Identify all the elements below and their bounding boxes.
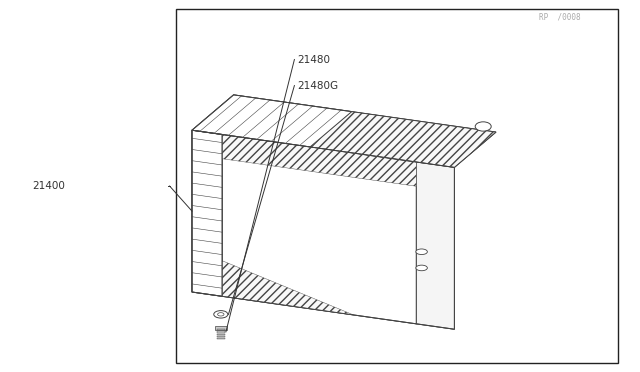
Bar — [217, 334, 225, 335]
Ellipse shape — [416, 265, 428, 271]
Text: RP  /0008: RP /0008 — [539, 12, 581, 21]
Ellipse shape — [214, 311, 228, 318]
Polygon shape — [222, 134, 417, 186]
Text: 21480: 21480 — [298, 55, 331, 64]
Polygon shape — [192, 95, 352, 147]
Ellipse shape — [475, 122, 492, 131]
Bar — [217, 336, 225, 337]
Polygon shape — [222, 134, 417, 324]
Bar — [217, 338, 225, 339]
Polygon shape — [310, 112, 496, 167]
Bar — [217, 331, 225, 333]
Polygon shape — [192, 130, 454, 329]
Ellipse shape — [416, 249, 428, 254]
Bar — [176, 9, 618, 363]
Bar — [215, 326, 227, 330]
Polygon shape — [417, 162, 454, 329]
Polygon shape — [222, 261, 353, 315]
Ellipse shape — [218, 312, 224, 316]
Polygon shape — [192, 95, 496, 167]
Bar — [217, 329, 225, 330]
Polygon shape — [192, 130, 222, 296]
Text: 21400: 21400 — [32, 181, 65, 191]
Text: 21480G: 21480G — [298, 81, 339, 90]
